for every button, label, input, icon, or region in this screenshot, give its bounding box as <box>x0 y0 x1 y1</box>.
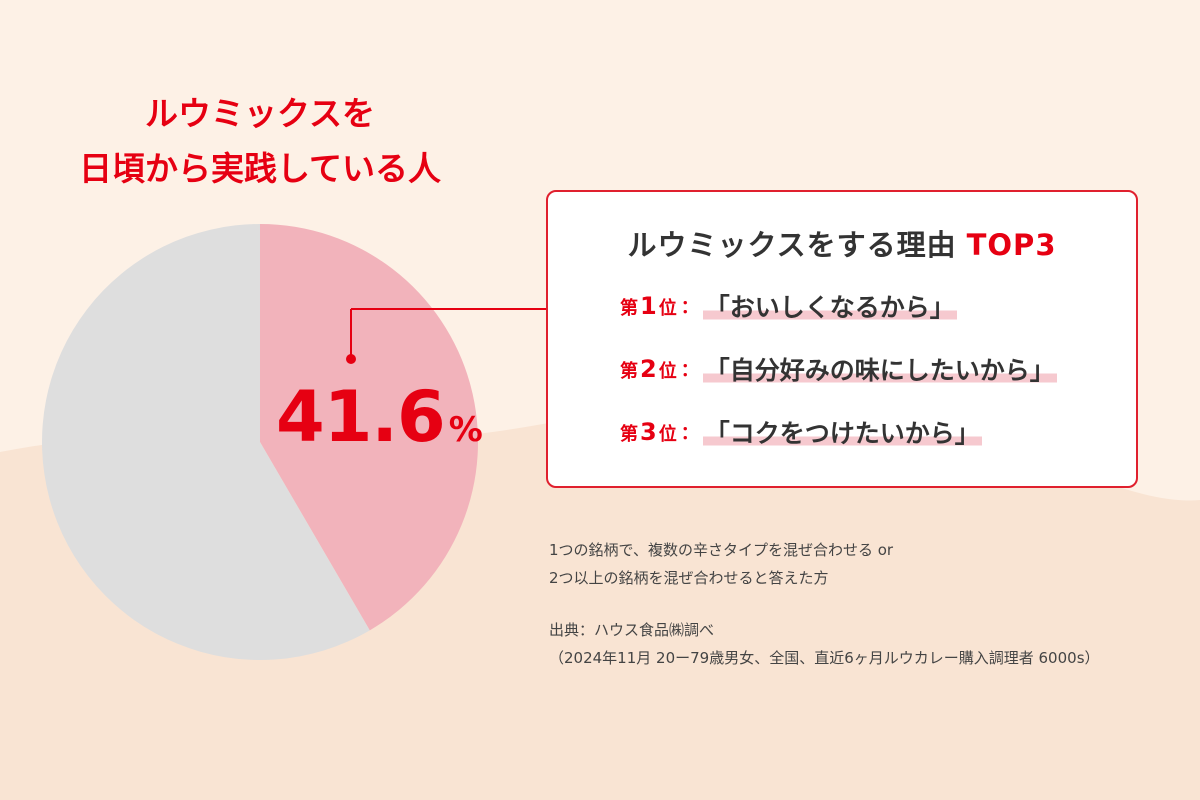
headline: ルウミックスを 日頃から実践している人 <box>20 86 500 196</box>
footnote: 1つの銘柄で、複数の辛さタイプを混ぜ合わせる or 2つ以上の銘柄を混ぜ合わせる… <box>549 536 1189 672</box>
rank-label: 第1 位 <box>620 292 677 320</box>
reasons-heading-accent: TOP3 <box>966 228 1057 262</box>
rank-separator: ： <box>680 423 699 444</box>
rank-separator: ： <box>680 360 699 381</box>
reason-text: 「おいしくなるから」 <box>702 288 957 324</box>
headline-line-2: 日頃から実践している人 <box>78 149 441 188</box>
pie-slice-rest <box>42 223 370 660</box>
headline-line-1: ルウミックスを <box>144 94 375 133</box>
rank-label: 第2 位 <box>620 355 677 383</box>
rank-separator: ： <box>680 297 699 318</box>
reason-item-2: 第2 位 ： 「自分好みの味にしたいから」 <box>620 349 1057 389</box>
definition-line-2: 2つ以上の銘柄を混ぜ合わせると答えた方 <box>549 569 829 587</box>
reasons-heading: ルウミックスをする理由 TOP3 <box>548 222 1136 264</box>
source-line-1: 出典：ハウス食品㈱調べ <box>549 621 715 639</box>
reason-text: 「自分好みの味にしたいから」 <box>702 351 1057 387</box>
reasons-heading-text: ルウミックスをする理由 <box>627 228 957 262</box>
reason-item-3: 第3 位 ： 「コクをつけたいから」 <box>620 412 982 452</box>
pie-data-label: 41.6% <box>276 382 483 452</box>
rank-label: 第3 位 <box>620 418 677 446</box>
pie-slice-highlight <box>260 224 478 631</box>
pointer-dot <box>346 354 356 364</box>
reasons-box: ルウミックスをする理由 TOP3 第1 位 ： 「おいしくなるから」 第2 位 ： 「… <box>546 190 1138 488</box>
pie-data-label-value: 41.6 <box>276 376 446 458</box>
definition-line-1: 1つの銘柄で、複数の辛さタイプを混ぜ合わせる or <box>549 541 894 559</box>
reason-item-1: 第1 位 ： 「おいしくなるから」 <box>620 286 957 326</box>
reason-text: 「コクをつけたいから」 <box>702 414 982 450</box>
source-line-2: （2024年11月 20ー79歳男女、全国、直近6ヶ月ルウカレー購入調理者 60… <box>549 649 1100 667</box>
pie-data-label-unit: % <box>448 410 483 450</box>
